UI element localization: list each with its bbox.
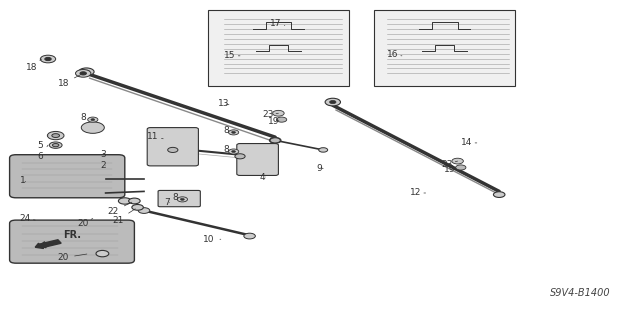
- Text: 18: 18: [26, 59, 42, 72]
- Circle shape: [168, 147, 178, 152]
- Circle shape: [232, 131, 236, 133]
- Text: 11: 11: [147, 132, 163, 141]
- Circle shape: [91, 119, 95, 121]
- Text: 23: 23: [441, 160, 458, 169]
- Bar: [374, 10, 515, 86]
- Text: 22: 22: [108, 202, 132, 216]
- Circle shape: [45, 57, 51, 61]
- Circle shape: [86, 124, 99, 131]
- Circle shape: [235, 154, 245, 159]
- Circle shape: [452, 158, 463, 164]
- Text: 15: 15: [224, 51, 240, 60]
- Circle shape: [81, 122, 104, 133]
- Text: 19: 19: [268, 117, 280, 126]
- Text: FR.: FR.: [63, 230, 81, 240]
- Circle shape: [118, 198, 131, 204]
- Circle shape: [271, 138, 280, 143]
- FancyArrow shape: [35, 240, 61, 249]
- Circle shape: [88, 117, 98, 122]
- Bar: [208, 10, 349, 86]
- Circle shape: [228, 149, 239, 154]
- Text: 7: 7: [164, 198, 170, 207]
- Circle shape: [177, 197, 188, 202]
- Circle shape: [52, 134, 60, 137]
- Text: 8: 8: [172, 193, 182, 202]
- Text: 8: 8: [81, 113, 93, 122]
- Text: 2: 2: [100, 161, 106, 170]
- Text: 13: 13: [218, 99, 229, 108]
- Circle shape: [269, 137, 281, 143]
- Text: 12: 12: [410, 189, 426, 197]
- FancyBboxPatch shape: [10, 155, 125, 198]
- Circle shape: [273, 110, 284, 116]
- Circle shape: [49, 142, 62, 148]
- Text: 23: 23: [262, 110, 278, 119]
- Circle shape: [244, 233, 255, 239]
- Text: 5: 5: [38, 136, 48, 150]
- Text: 1: 1: [20, 176, 26, 185]
- Circle shape: [232, 151, 236, 152]
- Circle shape: [493, 192, 505, 197]
- Circle shape: [325, 98, 340, 106]
- Text: 17: 17: [270, 19, 285, 28]
- Text: 6: 6: [38, 145, 48, 161]
- Circle shape: [330, 100, 336, 104]
- FancyBboxPatch shape: [147, 128, 198, 166]
- Text: 4: 4: [260, 173, 266, 182]
- Circle shape: [129, 198, 140, 204]
- Circle shape: [47, 131, 64, 140]
- Text: S9V4-B1400: S9V4-B1400: [550, 288, 611, 299]
- Text: 21: 21: [112, 209, 135, 225]
- FancyBboxPatch shape: [237, 144, 278, 175]
- Circle shape: [40, 55, 56, 63]
- Text: 19: 19: [444, 165, 456, 174]
- Text: 16: 16: [387, 50, 402, 59]
- Text: 20: 20: [58, 253, 87, 262]
- Circle shape: [456, 165, 466, 170]
- Text: 20: 20: [77, 219, 93, 228]
- Text: 24: 24: [19, 214, 35, 223]
- Text: 14: 14: [461, 138, 477, 147]
- Text: 9: 9: [316, 164, 323, 173]
- Circle shape: [96, 250, 109, 257]
- Circle shape: [52, 144, 59, 147]
- Circle shape: [270, 138, 280, 143]
- Circle shape: [132, 204, 143, 210]
- Circle shape: [83, 70, 90, 73]
- Circle shape: [319, 148, 328, 152]
- Circle shape: [79, 68, 94, 76]
- Circle shape: [228, 130, 239, 135]
- Text: 8: 8: [223, 145, 234, 154]
- Text: 3: 3: [100, 150, 106, 159]
- Circle shape: [138, 208, 150, 213]
- Text: 18: 18: [58, 75, 81, 88]
- Circle shape: [276, 117, 287, 122]
- Circle shape: [80, 72, 86, 75]
- FancyBboxPatch shape: [10, 220, 134, 263]
- Circle shape: [180, 198, 184, 200]
- FancyBboxPatch shape: [158, 190, 200, 207]
- Text: 8: 8: [223, 126, 234, 135]
- Circle shape: [76, 70, 91, 77]
- Circle shape: [90, 126, 95, 129]
- Text: 10: 10: [203, 235, 221, 244]
